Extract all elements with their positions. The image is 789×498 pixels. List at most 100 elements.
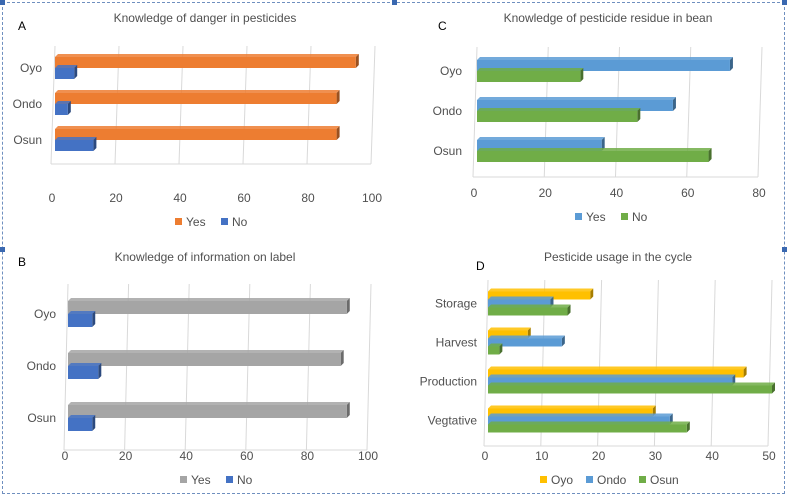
bar-top-face <box>477 137 605 140</box>
resize-handle-top-center[interactable] <box>392 0 397 5</box>
x-tick-label: 0 <box>62 449 69 463</box>
bar-end-face <box>743 366 747 378</box>
resize-handle-middle-left[interactable] <box>0 247 5 252</box>
gridline <box>472 46 478 178</box>
category-label: Production <box>420 375 477 389</box>
legend-swatch <box>221 218 228 225</box>
legend-swatch <box>639 476 646 483</box>
bar-no-osun <box>477 151 709 162</box>
legend-label: Yes <box>586 210 606 224</box>
bar-no-ondo <box>68 366 99 379</box>
gridline <box>366 283 372 451</box>
bar-no-osun <box>68 418 93 431</box>
legend-label: No <box>632 210 648 224</box>
chart-panel-a: A Knowledge of danger in pesticides 0 20 40 6… <box>13 11 383 229</box>
category-label: Vegtative <box>428 414 478 428</box>
bar-end-face <box>98 363 102 379</box>
bar-top-face <box>488 374 736 378</box>
x-tick-label: 60 <box>237 191 251 205</box>
bar-no-oyo <box>477 71 581 82</box>
category-label: Oyo <box>34 307 56 321</box>
bar-end-face <box>567 304 571 316</box>
bar-yes-ondo <box>55 93 337 104</box>
bar-yes-oyo <box>55 57 356 68</box>
legend-swatch <box>575 213 582 220</box>
gridline <box>757 46 763 178</box>
x-tick-label: 40 <box>706 449 720 463</box>
legend-label: No <box>237 473 253 487</box>
bar-top-face <box>488 405 656 409</box>
bar-yes-osun <box>477 140 602 151</box>
x-tick-label: 20 <box>109 191 123 205</box>
x-tick-label: 30 <box>649 449 663 463</box>
bar-oyo-production <box>488 369 744 378</box>
bar-end-face <box>346 402 350 418</box>
gridline <box>63 283 69 451</box>
x-tick-label: 0 <box>482 449 489 463</box>
gridline <box>710 279 716 447</box>
bar-end-face <box>336 126 340 140</box>
bar-top-face <box>488 366 747 370</box>
bar-no-oyo <box>68 314 93 327</box>
bar-no-osun <box>55 140 94 151</box>
x-tick-label: 100 <box>358 449 378 463</box>
bar-no-ondo <box>477 111 638 122</box>
x-tick-label: 40 <box>180 449 194 463</box>
chart-panel-c: C Knowledge of pesticide residue in bean 0… <box>433 11 766 224</box>
x-tick-label: 60 <box>681 186 695 200</box>
bar-osun-harvest <box>488 346 500 355</box>
bar-yes-osun <box>55 129 337 140</box>
bar-top-face <box>55 101 71 104</box>
category-label: Oyo <box>20 61 42 75</box>
x-tick-label: 20 <box>592 449 606 463</box>
resize-handle-top-right[interactable] <box>782 0 787 5</box>
bar-top-face <box>477 108 641 111</box>
category-label: Oyo <box>440 64 462 78</box>
bar-top-face <box>488 413 673 417</box>
legend-swatch <box>586 476 593 483</box>
bar-end-face <box>637 108 641 122</box>
bar-top-face <box>55 54 359 57</box>
bar-top-face <box>68 298 350 301</box>
bar-ondo-vegtative <box>488 416 670 425</box>
legend-label: Yes <box>191 473 211 487</box>
bar-end-face <box>92 415 96 431</box>
bar-end-face <box>336 90 340 104</box>
gridline <box>50 45 56 165</box>
bar-top-face <box>477 97 676 100</box>
bar-ondo-storage <box>488 299 551 308</box>
bar-yes-oyo <box>68 301 347 314</box>
gridline <box>370 45 376 165</box>
x-tick-label: 80 <box>301 449 315 463</box>
panel-letter: B <box>18 255 26 269</box>
x-tick-label: 20 <box>119 449 133 463</box>
bar-top-face <box>488 421 690 425</box>
bar-end-face <box>580 68 584 82</box>
x-tick-label: 40 <box>173 191 187 205</box>
bar-top-face <box>68 402 350 405</box>
x-tick-label: 20 <box>539 186 553 200</box>
bar-end-face <box>772 382 775 394</box>
x-tick-label: 60 <box>240 449 254 463</box>
bar-top-face <box>488 304 571 308</box>
bar-end-face <box>686 421 690 433</box>
bar-top-face <box>488 288 594 292</box>
x-tick-label: 50 <box>762 449 776 463</box>
legend-swatch <box>180 476 187 483</box>
resize-handle-middle-right[interactable] <box>782 247 787 252</box>
x-tick-label: 0 <box>471 186 478 200</box>
bar-top-face <box>488 335 565 339</box>
bar-top-face <box>477 68 584 71</box>
bar-top-face <box>68 363 102 366</box>
legend-label: Ondo <box>597 473 627 487</box>
legend-swatch <box>175 218 182 225</box>
x-tick-label: 100 <box>362 191 382 205</box>
panel-letter: D <box>476 259 485 273</box>
bar-top-face <box>488 327 531 331</box>
chart-title: Knowledge of pesticide residue in bean <box>504 11 713 25</box>
bar-oyo-vegtative <box>488 408 653 417</box>
category-label: Harvest <box>436 336 478 350</box>
resize-handle-top-left[interactable] <box>0 0 5 5</box>
bar-yes-oyo <box>477 60 730 71</box>
